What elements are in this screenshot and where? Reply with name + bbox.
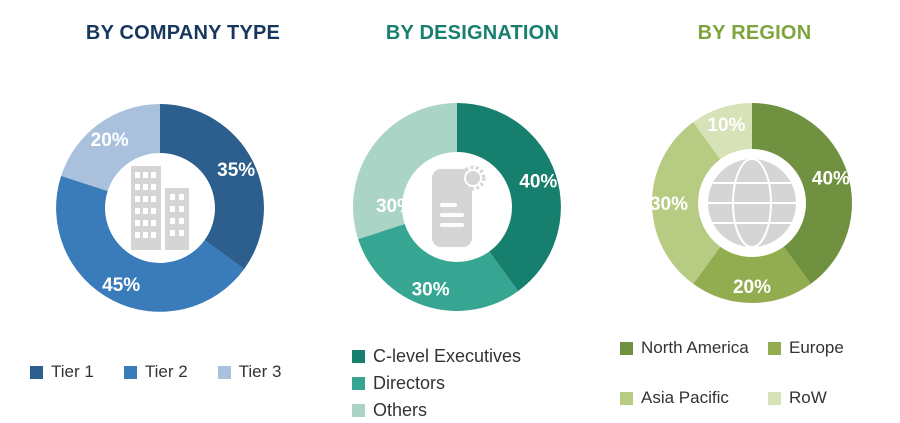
company-type-donut: 35% 45% 20% — [56, 104, 264, 312]
legend-label: C-level Executives — [373, 346, 522, 366]
legend-swatch — [123, 365, 137, 379]
legend-swatch — [352, 377, 365, 390]
legend-item-others: Others — [352, 400, 521, 421]
slice-label: 30% — [376, 196, 414, 217]
legend-swatch — [30, 365, 43, 379]
legend-label: Tier 3 — [238, 362, 282, 381]
region-chart: BY REGION 40% 20% 30% 10% North America — [612, 22, 897, 418]
legend-swatch — [352, 404, 365, 417]
slice-label: 30% — [650, 194, 688, 215]
legend-swatch — [768, 391, 781, 405]
legend-label: Tier 2 — [144, 362, 188, 381]
designation-donut-wrap: 40% 30% 30% — [342, 92, 572, 322]
legend-swatch — [217, 365, 231, 379]
donut-slice — [651, 122, 721, 284]
donut-slice — [457, 103, 561, 292]
legend-swatch — [768, 341, 781, 355]
legend-swatch — [620, 341, 633, 355]
donut-slice — [160, 104, 264, 270]
company-type-chart: BY COMPANY TYPE — [18, 22, 348, 418]
globe-icon — [706, 157, 798, 249]
donut-slice — [353, 103, 457, 240]
slice-label: 30% — [412, 279, 450, 300]
legend-label: Europe — [789, 338, 844, 357]
legend-label: Asia Pacific — [641, 388, 729, 407]
company-type-title: BY COMPANY TYPE — [85, 22, 281, 44]
legend-item-north-america: North America — [620, 338, 768, 358]
donut-slice — [752, 103, 853, 284]
slice-label: 10% — [707, 115, 745, 136]
donut-slice — [358, 224, 519, 311]
legend-label: Tier 1 — [51, 362, 94, 381]
legend-swatch — [620, 391, 633, 405]
legend-label: Others — [373, 400, 428, 420]
building-icon — [127, 166, 193, 250]
slice-label: 40% — [519, 172, 557, 193]
company-type-donut-wrap: 35% 45% 20% — [45, 93, 275, 323]
legend-item-asia-pacific: Asia Pacific — [620, 388, 768, 408]
slice-label: 45% — [102, 275, 140, 296]
legend-item-clevel: C-level Executives — [352, 346, 521, 367]
slice-label: 20% — [733, 277, 771, 298]
donut-slice — [61, 104, 160, 191]
region-legend: North America Europe Asia Pacific RoW — [620, 338, 844, 408]
designation-chart: BY DESIGNATION 40% 30% 30% C-level Executi… — [330, 22, 615, 421]
region-donut: 40% 20% 30% 10% — [650, 103, 853, 304]
legend-item-tier3: Tier 3 — [217, 362, 282, 382]
company-type-legend: Tier 1 Tier 2 Tier 3 — [30, 362, 281, 382]
slice-label: 35% — [217, 160, 255, 181]
region-donut-wrap: 40% 20% 30% 10% — [637, 88, 867, 318]
donut-slice — [693, 103, 752, 160]
legend-item-row: RoW — [768, 388, 844, 408]
designation-legend: C-level Executives Directors Others — [352, 346, 521, 421]
slice-label: 20% — [91, 130, 129, 151]
legend-swatch — [352, 350, 365, 363]
legend-item-tier2: Tier 2 — [123, 362, 188, 382]
legend-label: Directors — [373, 373, 446, 393]
designation-title: BY DESIGNATION — [385, 22, 560, 44]
designation-donut: 40% 30% 30% — [353, 103, 561, 311]
legend-label: North America — [641, 338, 749, 357]
donut-slice — [693, 246, 811, 304]
legend-label: RoW — [789, 388, 827, 407]
legend-item-directors: Directors — [352, 373, 521, 394]
slice-label: 40% — [812, 168, 850, 189]
id-badge-icon — [428, 163, 486, 251]
legend-item-europe: Europe — [768, 338, 844, 358]
region-title: BY REGION — [697, 22, 812, 44]
donut-slice — [56, 175, 245, 312]
legend-item-tier1: Tier 1 — [30, 362, 94, 382]
